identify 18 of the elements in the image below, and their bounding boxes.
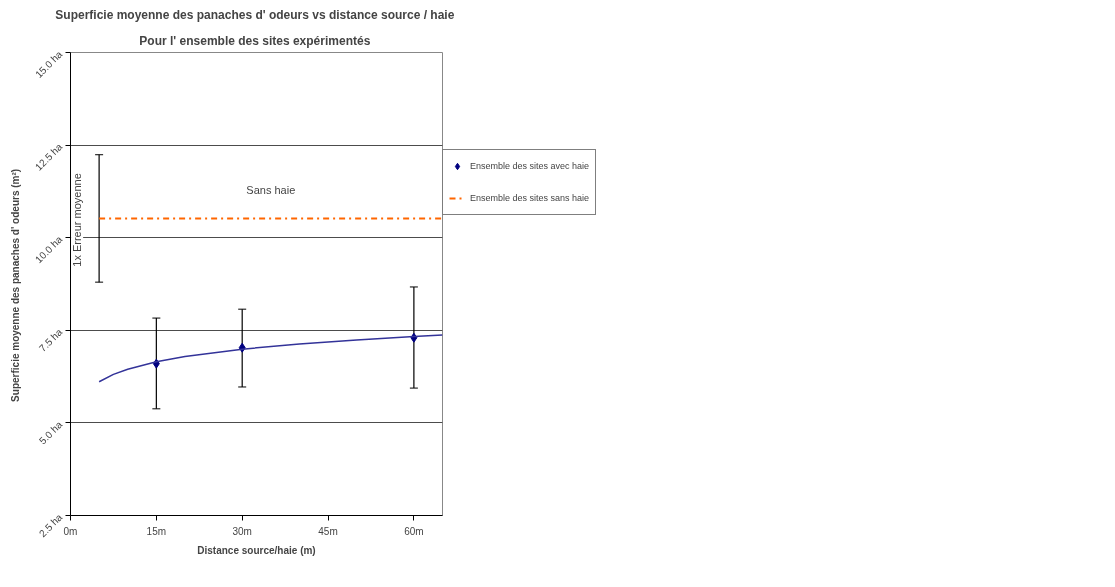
annotation: Sans haie	[246, 184, 296, 197]
chart-title: Superficie moyenne des panaches d' odeurs vs distance source / haie	[55, 7, 455, 22]
y-tick-label: 7.5 ha	[36, 326, 65, 354]
chart-subtitle: Pour l' ensemble des sites expérimentés	[139, 33, 371, 48]
x-axis-title: Distance source/haie (m)	[197, 544, 316, 556]
x-tick-label: 15m	[146, 525, 167, 537]
annotation: 1x Erreur moyenne	[71, 173, 84, 267]
y-axis-title: Superficie moyenne des panaches d' odeurs (m²)	[10, 168, 22, 402]
y-tick-label: 5.0 ha	[36, 418, 65, 447]
y-tick-label: 10.0 ha	[33, 233, 65, 266]
x-tick-label: 30m	[232, 525, 252, 537]
y-tick-label: 15.0 ha	[33, 48, 65, 80]
x-tick-label: 60m	[404, 525, 424, 537]
legend-label: Ensemble des sites sans haie	[470, 193, 590, 203]
x-tick-label: 45m	[318, 525, 338, 537]
legend-label: Ensemble des sites avec haie	[470, 161, 590, 171]
x-tick-label: 0m	[63, 525, 78, 537]
y-tick-label: 2.5 ha	[36, 511, 65, 540]
